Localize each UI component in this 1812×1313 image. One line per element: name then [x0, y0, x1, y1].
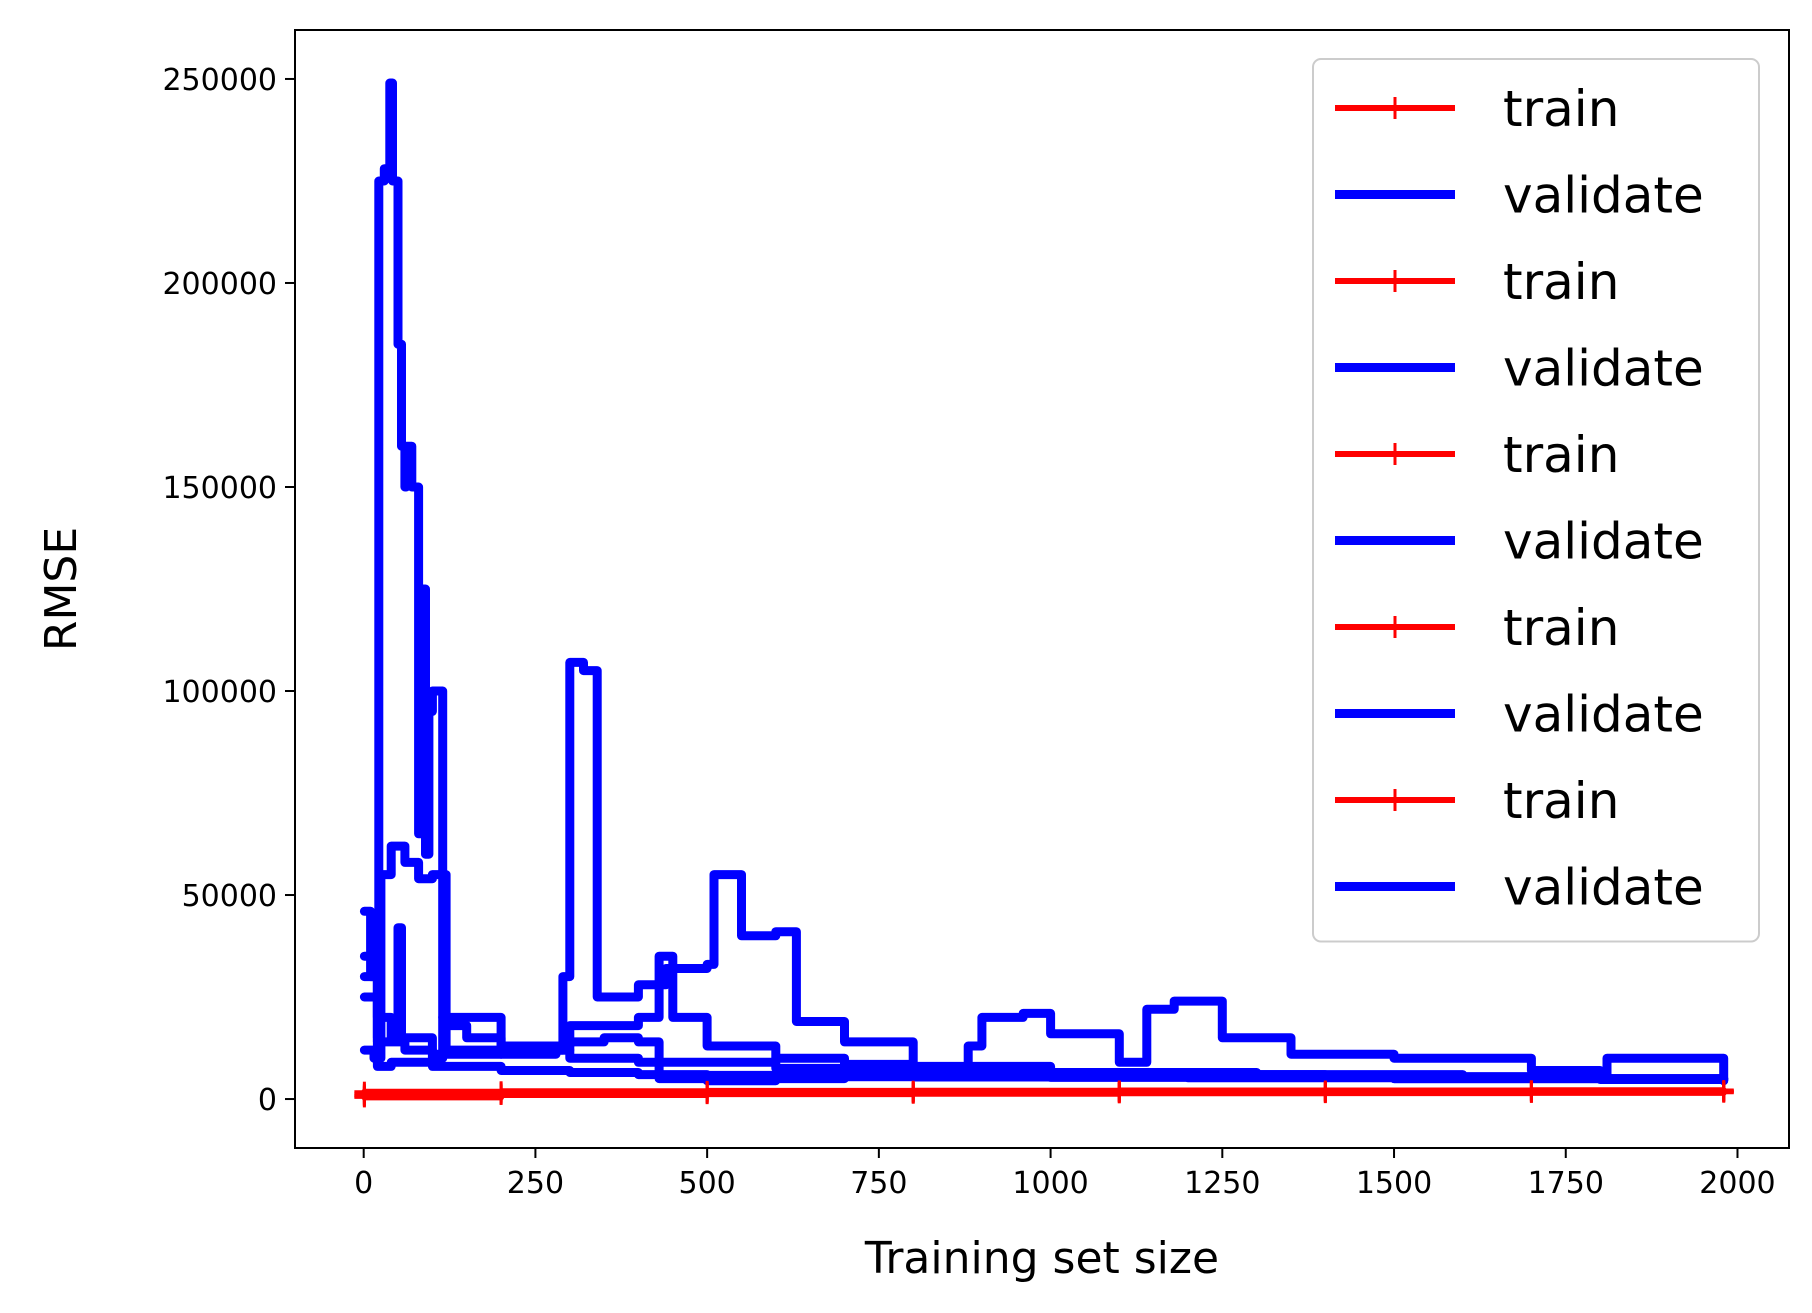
series-validate-3 [359, 657, 1729, 1086]
x-tick-label: 1000 [1012, 1166, 1088, 1201]
plot-frame [294, 29, 1790, 1149]
y-tick-label: 200000 [162, 267, 277, 302]
legend-label: validate [1503, 513, 1704, 571]
legend-label: train [1503, 599, 1619, 657]
series-point [1109, 1080, 1130, 1101]
x-axis-label: Training set size [864, 1233, 1219, 1284]
series-line [359, 972, 1729, 1086]
series-layer [354, 78, 1734, 1108]
legend-label: validate [1503, 686, 1704, 744]
series-point [491, 1081, 512, 1102]
legend-label: train [1503, 772, 1619, 830]
legend-label: validate [1503, 859, 1704, 917]
x-tick-label: 1250 [1184, 1166, 1260, 1201]
legend-entry-train: train [1335, 80, 1619, 138]
legend-label: validate [1503, 340, 1704, 398]
legend-entry-train: train [1335, 426, 1619, 484]
legend-label: train [1503, 253, 1619, 311]
y-tick-label: 50000 [182, 879, 277, 914]
legend-label: train [1503, 80, 1619, 138]
y-tick-label: 0 [258, 1083, 277, 1118]
legend-entry-train: train [1335, 599, 1619, 657]
series-line [359, 657, 1729, 1086]
series-point [903, 1080, 924, 1101]
legend-entry-validate: validate [1335, 340, 1704, 398]
series-point [1713, 1080, 1734, 1101]
series-train-8 [354, 1080, 1734, 1102]
y-tick-label: 100000 [162, 675, 277, 710]
x-tick-label: 500 [679, 1166, 736, 1201]
legend-entry-validate: validate [1335, 167, 1704, 225]
series-validate-9 [359, 972, 1729, 1086]
legend-label: train [1503, 426, 1619, 484]
y-axis: 0 50000 100000 150000 200000 250000 [162, 63, 295, 1118]
legend-entry-train: train [1335, 772, 1619, 830]
x-tick-label: 1750 [1528, 1166, 1604, 1201]
legend-label: validate [1503, 167, 1704, 225]
x-tick-label: 2000 [1699, 1166, 1775, 1201]
series-point [354, 1081, 375, 1102]
x-tick-label: 750 [850, 1166, 907, 1201]
y-tick-label: 250000 [162, 63, 277, 98]
x-tick-label: 1500 [1356, 1166, 1432, 1201]
x-tick-label: 0 [354, 1166, 373, 1201]
x-tick-label: 250 [507, 1166, 564, 1201]
x-axis: 0 250 500 750 1000 1250 1500 1750 2000 [354, 1148, 1776, 1201]
series-line [359, 923, 1729, 1084]
series-line [361, 1087, 1727, 1095]
y-tick-label: 150000 [162, 471, 277, 506]
legend-entry-validate: validate [1335, 859, 1704, 917]
series-point [697, 1080, 718, 1101]
legend-entry-validate: validate [1335, 686, 1704, 744]
series-validate-5 [359, 923, 1729, 1084]
legend-entry-validate: validate [1335, 513, 1704, 571]
series-point [1315, 1080, 1336, 1101]
legend: train validate train validate train validate t… [1312, 58, 1760, 943]
legend-entry-train: train [1335, 253, 1619, 311]
y-axis-label: RMSE [36, 527, 87, 651]
series-point [1521, 1080, 1542, 1101]
